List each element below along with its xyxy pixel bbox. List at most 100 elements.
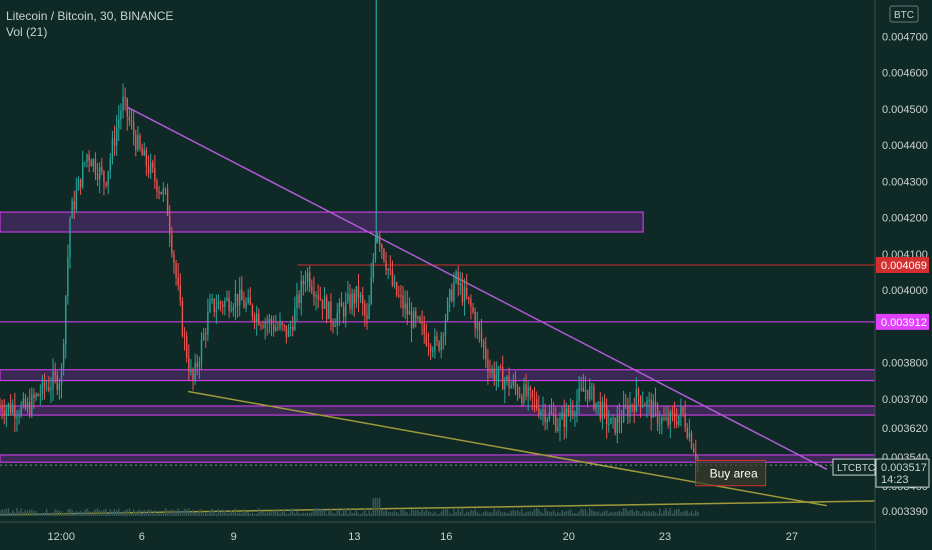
candle-body [633, 406, 635, 412]
volume-bar [260, 510, 262, 516]
current-price-tag[interactable] [875, 458, 930, 488]
candle-body [605, 406, 608, 425]
candle-body [315, 294, 317, 297]
volume-bar [234, 508, 237, 516]
volume-bar [595, 511, 597, 516]
volume-bar [434, 511, 436, 516]
candle-body [673, 413, 676, 422]
currency-badge[interactable] [889, 5, 919, 23]
candle-body [535, 399, 538, 409]
volume-bar [546, 511, 548, 516]
candle-body [593, 386, 595, 409]
candle-body [444, 319, 447, 336]
symbol-title[interactable]: Litecoin / Bitcoin, 30, BINANCE [6, 9, 174, 23]
legend: Litecoin / Bitcoin, 30, BINANCE Vol (21) [6, 8, 173, 40]
trendline-1[interactable] [187, 390, 828, 507]
candle-body [595, 402, 597, 409]
volume-bar [43, 513, 46, 516]
volume-bar [315, 508, 317, 516]
candle-body [692, 447, 695, 453]
candle-body [686, 427, 688, 438]
volume-bar [31, 509, 33, 516]
volume-bar [605, 510, 608, 516]
volume-bar [287, 513, 290, 516]
candle-body [442, 335, 445, 337]
volume-bar [480, 513, 483, 516]
volume-bar [544, 508, 546, 516]
volume-bar [652, 511, 655, 516]
candle-body [317, 294, 319, 299]
candle-body [86, 154, 88, 163]
price-axis[interactable] [875, 0, 932, 550]
volume-bar [593, 511, 595, 516]
volume-bar [94, 509, 97, 516]
volume-bar [141, 512, 143, 516]
time-axis[interactable] [0, 522, 875, 550]
volume-bar [629, 510, 631, 516]
volume-bar [41, 512, 44, 516]
volume-bar [351, 512, 353, 516]
volume-bar [103, 509, 105, 516]
volume-bar [268, 511, 271, 516]
symbol-tag[interactable] [832, 458, 876, 476]
candle-body [234, 293, 237, 308]
candle-body [665, 417, 667, 420]
candle-body [474, 311, 476, 329]
candle-body [71, 200, 73, 219]
volume-indicator-label[interactable]: Vol (21) [6, 25, 48, 39]
volume-bar [120, 512, 122, 516]
volume-bar [574, 513, 576, 516]
volume-bar [128, 508, 131, 516]
volume-bar [610, 511, 612, 516]
volume-bar [219, 512, 222, 516]
trendline-2[interactable] [0, 500, 876, 516]
volume-bar [283, 509, 285, 516]
volume-bar [24, 509, 27, 516]
zone-0[interactable] [0, 211, 644, 233]
zone-1[interactable] [0, 369, 876, 382]
candle-body [171, 234, 173, 254]
zone-2[interactable] [0, 405, 876, 416]
volume-bar [54, 509, 56, 516]
volume-bar [402, 509, 404, 516]
volume-bar [345, 508, 347, 516]
candle-body [266, 322, 268, 324]
candle-body [9, 403, 12, 414]
candle-body [378, 235, 381, 245]
candle-body [126, 98, 128, 117]
volume-bar [238, 512, 241, 516]
candle-body [491, 368, 493, 372]
volume-bar [529, 511, 532, 516]
candle-body [175, 263, 177, 277]
candle-body [219, 302, 222, 305]
candle-body [196, 362, 198, 368]
candle-body [289, 327, 292, 329]
volume-bar [387, 512, 389, 516]
candle-body [385, 260, 387, 271]
volume-bar [222, 509, 224, 516]
level-price-tag-1[interactable] [876, 313, 929, 330]
volume-bar [504, 512, 506, 516]
candle-body [75, 190, 78, 210]
candle-body [183, 335, 186, 337]
volume-bar [370, 513, 372, 516]
candle-body [207, 311, 209, 335]
level-price-tag-0[interactable] [876, 256, 929, 273]
volume-bar [559, 513, 561, 516]
volume-bar [531, 511, 534, 516]
volume-bar [419, 511, 421, 516]
volume-bar [340, 513, 343, 516]
volume-bar [567, 510, 570, 516]
candle-body [544, 409, 546, 423]
candle-body [393, 282, 396, 286]
volume-bar [215, 513, 218, 516]
candle-body [376, 235, 379, 242]
volume-bar [665, 508, 667, 516]
candle-body [213, 298, 215, 312]
candle-body [130, 120, 133, 123]
buy-area-box[interactable] [695, 459, 767, 487]
volume-bar [181, 510, 184, 516]
trendline-0[interactable] [126, 106, 828, 471]
volume-bar [137, 510, 139, 516]
